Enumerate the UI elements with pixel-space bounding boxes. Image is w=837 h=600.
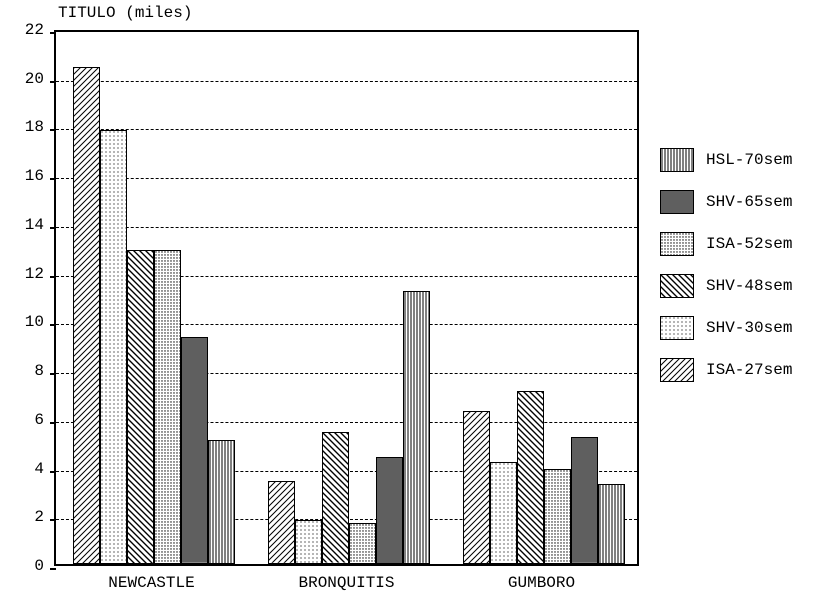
- y-tick: [50, 227, 56, 229]
- y-axis-label: 2: [0, 509, 44, 525]
- bar: [208, 440, 235, 564]
- gridline: [56, 227, 637, 228]
- y-tick: [50, 32, 56, 34]
- bar: [100, 130, 127, 564]
- bar: [181, 337, 208, 564]
- legend-label: SHV-65sem: [706, 193, 792, 211]
- bar: [127, 250, 154, 564]
- bar: [322, 432, 349, 564]
- bar: [268, 481, 295, 564]
- legend-swatch: [660, 148, 694, 172]
- y-tick: [50, 81, 56, 83]
- y-tick: [50, 519, 56, 521]
- y-axis-label: 4: [0, 461, 44, 477]
- legend-label: HSL-70sem: [706, 151, 792, 169]
- y-tick: [50, 568, 56, 570]
- y-tick: [50, 276, 56, 278]
- gridline: [56, 129, 637, 130]
- y-tick: [50, 422, 56, 424]
- legend-label: ISA-27sem: [706, 361, 792, 379]
- bar: [490, 462, 517, 564]
- legend-item: ISA-52sem: [660, 232, 792, 256]
- legend-swatch: [660, 274, 694, 298]
- bar: [544, 469, 571, 564]
- chart-title: TITULO (miles): [58, 4, 192, 22]
- y-axis-label: 20: [0, 71, 44, 87]
- gridline: [56, 81, 637, 82]
- y-axis-label: 10: [0, 314, 44, 330]
- legend-item: SHV-65sem: [660, 190, 792, 214]
- legend-label: SHV-30sem: [706, 319, 792, 337]
- y-axis-label: 12: [0, 266, 44, 282]
- y-axis-label: 6: [0, 412, 44, 428]
- bar: [463, 411, 490, 564]
- y-tick: [50, 373, 56, 375]
- bar: [571, 437, 598, 564]
- bar: [517, 391, 544, 564]
- legend-swatch: [660, 190, 694, 214]
- bar: [598, 484, 625, 564]
- bar: [295, 520, 322, 564]
- legend-item: HSL-70sem: [660, 148, 792, 172]
- legend: HSL-70sem SHV-65sem ISA-52sem SHV-48sem SHV-…: [660, 148, 792, 400]
- y-tick: [50, 324, 56, 326]
- legend-item: SHV-48sem: [660, 274, 792, 298]
- chart-container: TITULO (miles) HSL-70sem SHV-65sem ISA-52s…: [0, 0, 837, 600]
- y-tick: [50, 471, 56, 473]
- x-axis-label: BRONQUITIS: [298, 574, 394, 592]
- x-axis-label: NEWCASTLE: [108, 574, 194, 592]
- y-axis-label: 18: [0, 119, 44, 135]
- legend-swatch: [660, 316, 694, 340]
- y-tick: [50, 129, 56, 131]
- legend-item: SHV-30sem: [660, 316, 792, 340]
- legend-swatch: [660, 232, 694, 256]
- y-axis-label: 14: [0, 217, 44, 233]
- bar: [154, 250, 181, 564]
- y-axis-label: 8: [0, 363, 44, 379]
- plot-area: [54, 30, 639, 566]
- legend-label: SHV-48sem: [706, 277, 792, 295]
- x-axis-label: GUMBORO: [508, 574, 575, 592]
- bar: [403, 291, 430, 564]
- bar: [73, 67, 100, 564]
- y-axis-label: 22: [0, 22, 44, 38]
- gridline: [56, 178, 637, 179]
- legend-swatch: [660, 358, 694, 382]
- y-axis-label: 16: [0, 168, 44, 184]
- y-axis-label: 0: [0, 558, 44, 574]
- bar: [376, 457, 403, 564]
- y-tick: [50, 178, 56, 180]
- legend-label: ISA-52sem: [706, 235, 792, 253]
- legend-item: ISA-27sem: [660, 358, 792, 382]
- bar: [349, 523, 376, 564]
